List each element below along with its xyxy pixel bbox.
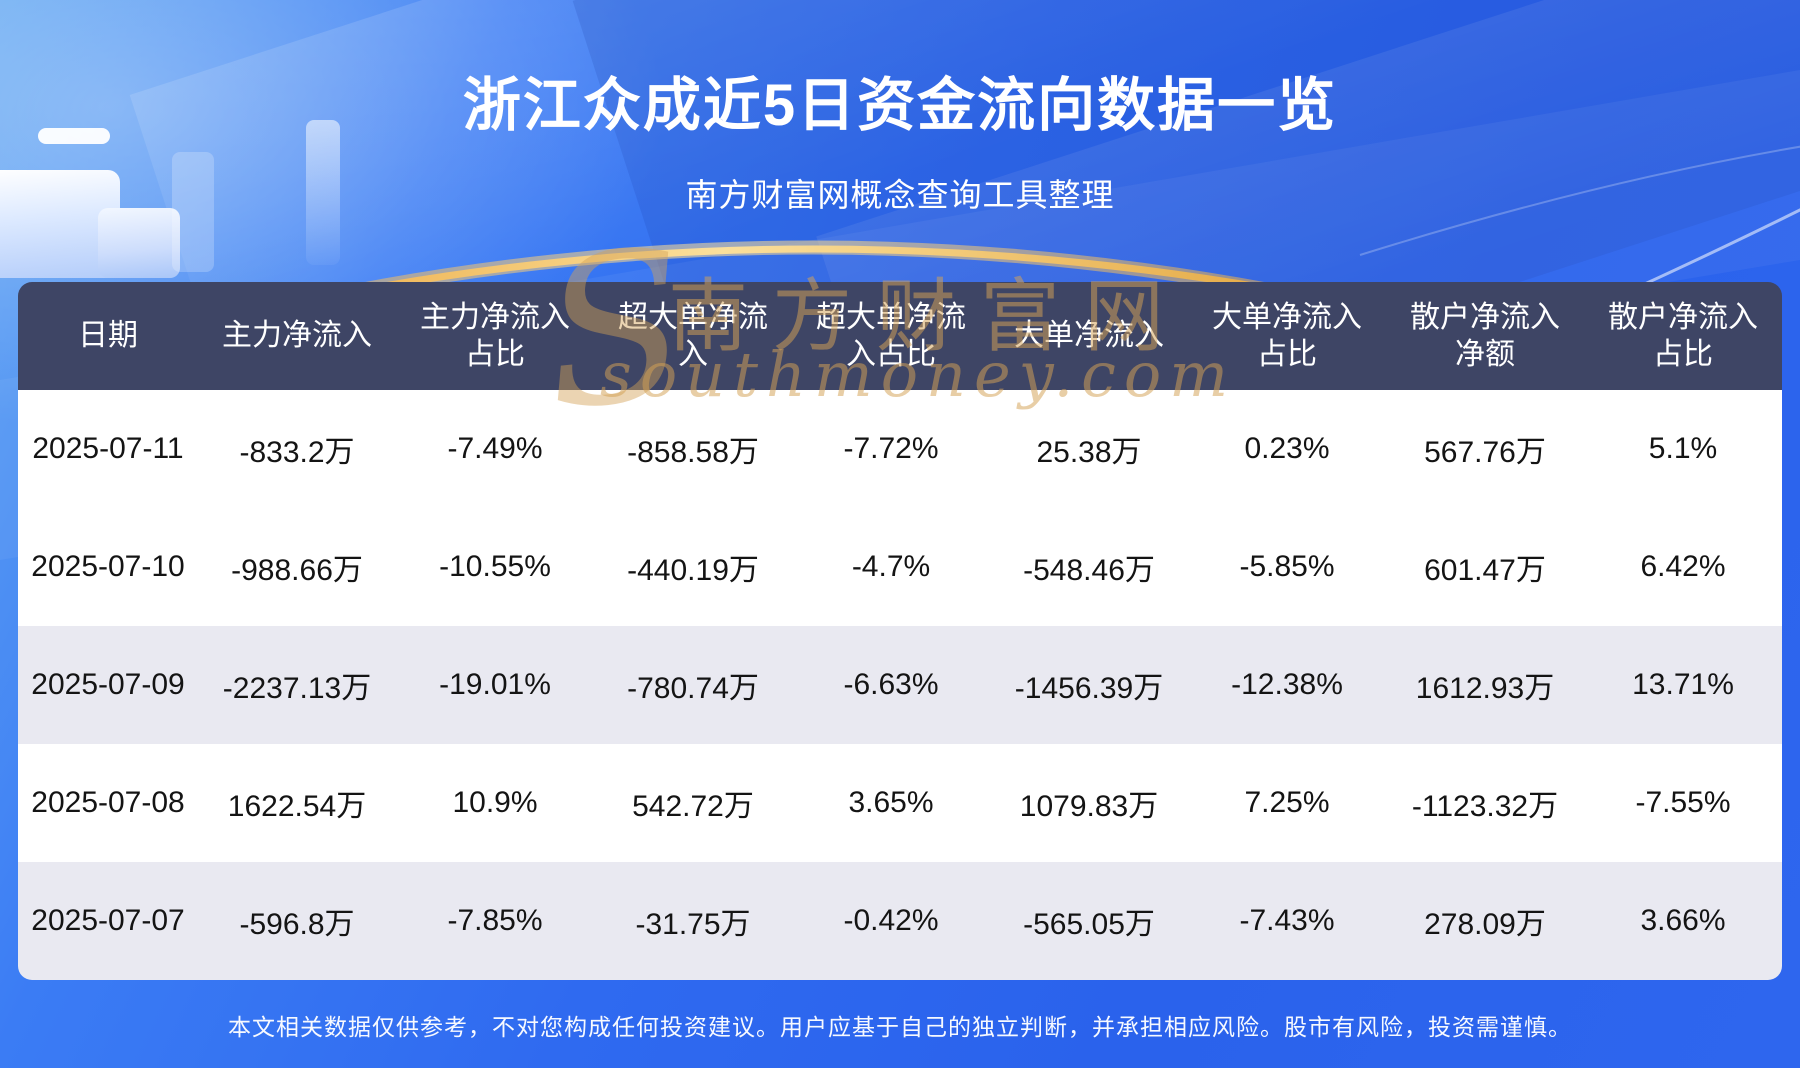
value-cell: -7.43%: [1188, 862, 1386, 980]
value-cell: 3.66%: [1584, 862, 1782, 980]
value-cell: -12.38%: [1188, 626, 1386, 744]
fund-flow-table: 日期 主力净流入 主力净流入占比 超大单净流入 超大单净流入占比 大单净流入 大单净流入占比…: [18, 282, 1782, 980]
table-row: 2025-07-07 -596.8万 -7.85% -31.75万 -0.42% -565…: [18, 862, 1782, 980]
value-cell: 542.72万: [594, 744, 792, 862]
value-cell: -7.72%: [792, 390, 990, 508]
value-cell: -565.05万: [990, 862, 1188, 980]
value-cell: -7.49%: [396, 390, 594, 508]
disclaimer: 本文相关数据仅供参考，不对您构成任何投资建议。用户应基于自己的独立判断，并承担相…: [228, 1014, 1572, 1040]
value-cell: -5.85%: [1188, 508, 1386, 626]
column-header: 散户净流入净额: [1386, 282, 1584, 390]
column-header: 超大单净流入: [594, 282, 792, 390]
value-cell: -2237.13万: [198, 626, 396, 744]
value-cell: 3.65%: [792, 744, 990, 862]
fund-flow-data-grid: 日期 主力净流入 主力净流入占比 超大单净流入 超大单净流入占比 大单净流入 大单净流入占比…: [18, 282, 1782, 980]
table-row: 2025-07-10 -988.66万 -10.55% -440.19万 -4.7% -5…: [18, 508, 1782, 626]
table-header-row: 日期 主力净流入 主力净流入占比 超大单净流入 超大单净流入占比 大单净流入 大单净流入占比…: [18, 282, 1782, 390]
column-header: 大单净流入占比: [1188, 282, 1386, 390]
value-cell: 0.23%: [1188, 390, 1386, 508]
column-header: 主力净流入占比: [396, 282, 594, 390]
value-cell: 1612.93万: [1386, 626, 1584, 744]
value-cell: 567.76万: [1386, 390, 1584, 508]
value-cell: -10.55%: [396, 508, 594, 626]
table-row: 2025-07-11 -833.2万 -7.49% -858.58万 -7.72% 25.…: [18, 390, 1782, 508]
column-header: 主力净流入: [198, 282, 396, 390]
value-cell: -7.55%: [1584, 744, 1782, 862]
value-cell: 1622.54万: [198, 744, 396, 862]
value-cell: -548.46万: [990, 508, 1188, 626]
value-cell: -596.8万: [198, 862, 396, 980]
value-cell: 10.9%: [396, 744, 594, 862]
column-header: 日期: [18, 282, 198, 390]
value-cell: -833.2万: [198, 390, 396, 508]
value-cell: -19.01%: [396, 626, 594, 744]
column-header: 散户净流入占比: [1584, 282, 1782, 390]
value-cell: -1123.32万: [1386, 744, 1584, 862]
date-cell: 2025-07-09: [18, 626, 198, 744]
page-subtitle: 南方财富网概念查询工具整理: [685, 177, 1115, 213]
column-header: 大单净流入: [990, 282, 1188, 390]
date-cell: 2025-07-08: [18, 744, 198, 862]
value-cell: -440.19万: [594, 508, 792, 626]
value-cell: -4.7%: [792, 508, 990, 626]
value-cell: 601.47万: [1386, 508, 1584, 626]
value-cell: -31.75万: [594, 862, 792, 980]
value-cell: -780.74万: [594, 626, 792, 744]
value-cell: 6.42%: [1584, 508, 1782, 626]
value-cell: -6.63%: [792, 626, 990, 744]
value-cell: 278.09万: [1386, 862, 1584, 980]
value-cell: 7.25%: [1188, 744, 1386, 862]
value-cell: 13.71%: [1584, 626, 1782, 744]
value-cell: -858.58万: [594, 390, 792, 508]
table-row: 2025-07-08 1622.54万 10.9% 542.72万 3.65% 1079.…: [18, 744, 1782, 862]
value-cell: -0.42%: [792, 862, 990, 980]
value-cell: -7.85%: [396, 862, 594, 980]
date-cell: 2025-07-07: [18, 862, 198, 980]
value-cell: -1456.39万: [990, 626, 1188, 744]
value-cell: -988.66万: [198, 508, 396, 626]
table-row: 2025-07-09 -2237.13万 -19.01% -780.74万 -6.63%…: [18, 626, 1782, 744]
date-cell: 2025-07-11: [18, 390, 198, 508]
column-header: 超大单净流入占比: [792, 282, 990, 390]
value-cell: 5.1%: [1584, 390, 1782, 508]
page-title: 浙江众成近5日资金流向数据一览: [462, 73, 1338, 138]
decor-block: [98, 208, 180, 278]
value-cell: 25.38万: [990, 390, 1188, 508]
date-cell: 2025-07-10: [18, 508, 198, 626]
value-cell: 1079.83万: [990, 744, 1188, 862]
